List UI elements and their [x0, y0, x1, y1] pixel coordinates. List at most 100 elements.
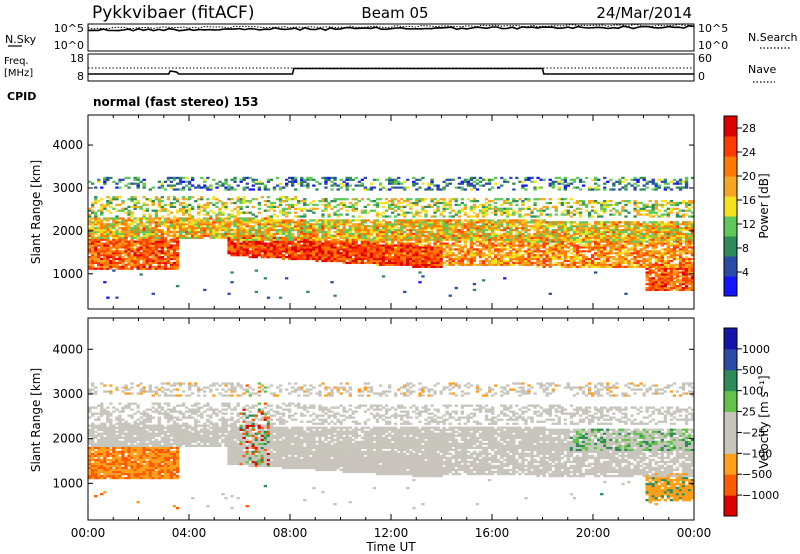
heatmap-cell: [394, 246, 398, 249]
heatmap-cell: [145, 219, 149, 222]
heatmap-cell: [581, 246, 586, 249]
heatmap-cell: [294, 196, 298, 199]
heatmap-cell: [272, 252, 277, 255]
heatmap-cell: [330, 257, 334, 261]
heatmap-cell: [206, 227, 210, 230]
heatmap-cell: [597, 238, 601, 241]
heatmap-cell: [600, 236, 604, 239]
heatmap-cell: [448, 229, 452, 232]
heatmap-cell: [148, 221, 152, 224]
heatmap-cell: [136, 248, 140, 251]
heatmap-cell: [372, 240, 377, 243]
heatmap-cell: [603, 221, 607, 224]
heatmap-cell: [142, 232, 146, 236]
heatmap-cell: [427, 232, 431, 236]
heatmap-cell: [300, 219, 304, 222]
heatmap-cell: [533, 186, 537, 189]
heatmap-cell: [142, 267, 146, 270]
heatmap-cell: [481, 236, 486, 239]
heatmap-cell: [169, 186, 174, 189]
heatmap-cell: [151, 267, 155, 270]
heatmap-cell: [609, 256, 613, 259]
heatmap-cell: [242, 236, 246, 239]
heatmap-cell: [130, 182, 134, 185]
heatmap-cell: [418, 234, 422, 237]
heatmap-cell: [612, 244, 616, 247]
heatmap-cell: [224, 227, 228, 230]
heatmap-cell: [397, 257, 401, 261]
heatmap-cell: [336, 213, 340, 216]
heatmap-cell: [206, 186, 210, 189]
heatmap-cell: [548, 259, 552, 263]
heatmap-cell: [297, 244, 301, 247]
heatmap-cell: [463, 227, 468, 230]
heatmap-cell: [627, 182, 631, 185]
heatmap-cell: [172, 188, 177, 191]
heatmap-cell: [236, 205, 240, 209]
heatmap-cell: [315, 250, 319, 253]
heatmap-cell: [597, 250, 601, 253]
heatmap-cell: [188, 236, 192, 239]
heatmap-cell: [309, 207, 313, 210]
heatmap-cell: [203, 234, 207, 237]
heatmap-cell: [412, 176, 416, 180]
heatmap-cell: [318, 244, 322, 247]
heatmap-cell: [584, 263, 589, 266]
heatmap-cell: [512, 219, 516, 222]
heatmap-cell: [115, 217, 119, 220]
heatmap-cell: [233, 246, 237, 249]
heatmap-cell: [491, 200, 495, 203]
heatmap-cell: [469, 229, 474, 232]
heatmap-cell: [378, 250, 383, 253]
heatmap-cell: [100, 221, 104, 224]
heatmap-cell: [591, 230, 595, 234]
heatmap-cell: [266, 227, 271, 230]
heatmap-cell: [506, 207, 510, 210]
heatmap-cell: [118, 259, 122, 263]
heatmap-cell: [488, 234, 492, 237]
heatmap-cell: [454, 230, 458, 234]
heatmap-cell: [288, 225, 292, 228]
heatmap-cell: [233, 207, 237, 210]
heatmap-cell: [545, 240, 549, 243]
heatmap-cell: [118, 242, 122, 245]
heatmap-cell: [572, 201, 577, 205]
heatmap-cell: [163, 209, 168, 212]
heatmap-cell: [569, 240, 574, 243]
heatmap-cell: [554, 261, 558, 265]
heatmap-cell: [563, 240, 568, 243]
heatmap-cell: [539, 240, 543, 243]
heatmap-cell: [245, 252, 249, 255]
heatmap-cell: [124, 244, 128, 247]
heatmap-cell: [94, 236, 98, 239]
heatmap-cell: [303, 238, 307, 241]
heatmap-cell: [627, 248, 631, 251]
heatmap-cell: [269, 229, 274, 232]
heatmap-cell: [251, 198, 255, 201]
heatmap-cell: [481, 240, 486, 243]
heatmap-cell: [542, 246, 546, 249]
heatmap-cell: [527, 205, 531, 209]
heatmap-cell: [472, 203, 477, 207]
heatmap-cell: [536, 232, 540, 236]
heatmap-cell: [288, 252, 292, 255]
heatmap-cell: [624, 223, 628, 226]
heatmap-cell: [591, 256, 595, 259]
heatmap-cell: [148, 259, 152, 263]
heatmap-cell: [275, 198, 280, 201]
heatmap-cell: [103, 227, 107, 230]
heatmap-cell: [336, 238, 340, 241]
heatmap-cell: [572, 246, 577, 249]
heatmap-cell: [403, 242, 407, 245]
heatmap-cell: [409, 248, 413, 251]
heatmap-cell: [497, 234, 501, 237]
heatmap-cell: [330, 256, 334, 259]
heatmap-cell: [524, 229, 528, 232]
heatmap-cell: [136, 265, 140, 268]
heatmap-cell: [218, 234, 222, 237]
heatmap-cell: [575, 227, 580, 230]
heatmap-cell: [94, 232, 98, 236]
heatmap-cell: [154, 234, 159, 237]
heatmap-cell: [148, 227, 152, 230]
heatmap-cell: [639, 254, 643, 257]
